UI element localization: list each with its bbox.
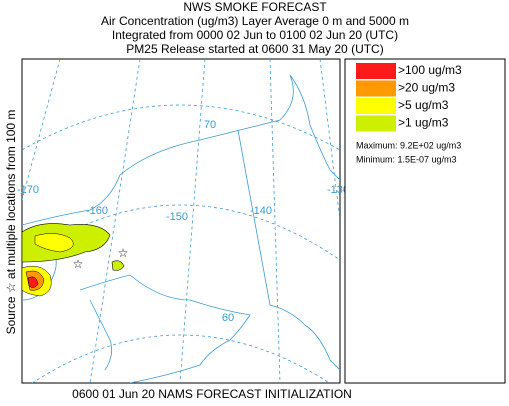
source-star: ☆ — [118, 246, 129, 260]
graticule-label: -140 — [250, 205, 272, 217]
graticule-label: -160 — [86, 205, 108, 217]
footer: 0600 01 Jun 20 NAMS FORECAST INITIALIZAT… — [72, 387, 352, 401]
graticule-label: 70 — [204, 119, 216, 131]
map: ☆ ☆ -170 -160 -150 -140 -130 70 60 — [17, 58, 349, 384]
minimum: Minimum: 1.5E-07 ug/m3 — [356, 154, 457, 164]
subtitle: Air Concentration (ug/m3) Layer Average … — [101, 14, 409, 28]
legend-swatch — [356, 63, 396, 79]
legend-swatch — [356, 115, 396, 132]
graticule-label: 60 — [222, 312, 234, 324]
legend-label: >1 ug/m3 — [398, 116, 449, 130]
graticule-label: -170 — [17, 184, 39, 196]
legend-label: >5 ug/m3 — [398, 98, 449, 112]
source-star: ☆ — [73, 257, 84, 271]
legend: >100 ug/m3 >20 ug/m3 >5 ug/m3 >1 ug/m3 Maxi… — [344, 58, 506, 384]
maximum: Maximum: 9.2E+02 ug/m3 — [356, 140, 461, 150]
legend-swatch — [356, 98, 396, 114]
graticule-label: -130 — [327, 184, 349, 196]
title: NWS SMOKE FORECAST — [183, 0, 327, 14]
legend-swatch — [356, 80, 396, 97]
subtitle: PM25 Release started at 0600 31 May 20 (… — [126, 42, 383, 56]
side-label: Source ☆ at multiple locations from 100 … — [4, 110, 18, 335]
subtitle: Integrated from 0000 02 Jun to 0100 02 J… — [112, 28, 398, 42]
graticule-label: -150 — [166, 211, 188, 223]
legend-label: >100 ug/m3 — [398, 63, 462, 77]
legend-label: >20 ug/m3 — [398, 81, 455, 95]
